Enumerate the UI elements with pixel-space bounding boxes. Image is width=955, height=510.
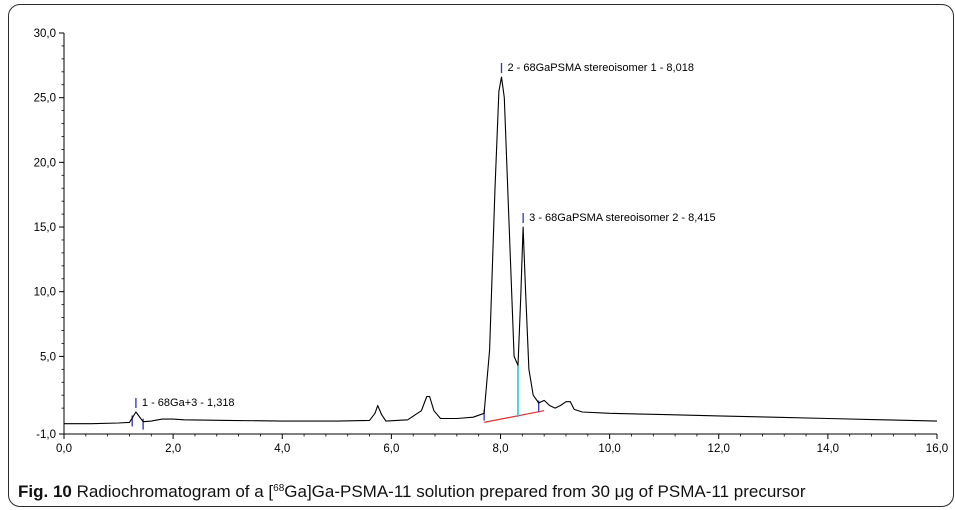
x-tick-label: 0,0: [56, 443, 72, 455]
x-tick-label: 10,0: [598, 443, 620, 455]
x-tick-label: 6,0: [383, 443, 399, 455]
caption-text-start: Radiochromatogram of a [: [76, 482, 274, 501]
peak-label: 2 - 68GaPSMA stereoisomer 1 - 8,018: [507, 62, 693, 74]
figure-number: Fig. 10: [18, 482, 72, 501]
chromatogram-trace: [64, 76, 938, 425]
integration-annotations: [131, 365, 545, 430]
peak-label: 3 - 68GaPSMA stereoisomer 2 - 8,415: [529, 212, 715, 224]
x-tick-label: 4,0: [274, 443, 290, 455]
x-tick-label: 16,0: [926, 443, 948, 455]
series-group: [64, 76, 938, 425]
y-tick-label: -1,0: [36, 429, 56, 441]
caption-superscript: 68: [273, 483, 285, 494]
y-tick-label: 20,0: [34, 157, 56, 169]
y-tick-label: 10,0: [34, 287, 56, 299]
figure-caption: Fig. 10 Radiochromatogram of a [68Ga]Ga-…: [18, 482, 806, 502]
x-tick-label: 14,0: [817, 443, 839, 455]
chromatogram-chart: -1,0 5,0 10,0 15,0 20,0 25,0 30,0 0,0 2,0 4,0 6,0…: [34, 28, 949, 455]
x-tick-label: 2,0: [165, 443, 181, 455]
chart-axes: [63, 33, 937, 435]
y-tick-label: 30,0: [34, 28, 56, 40]
y-axis-ticks: -1,0 5,0 10,0 15,0 20,0 25,0 30,0: [34, 28, 64, 441]
x-tick-label: 8,0: [493, 443, 509, 455]
y-tick-label: 15,0: [34, 222, 56, 234]
x-tick-label: 12,0: [708, 443, 730, 455]
peak-label: 1 - 68Ga+3 - 1,318: [142, 397, 235, 409]
figure-frame: [8, 4, 954, 507]
x-axis-ticks: 0,0 2,0 4,0 6,0 8,0 10,0 12,0 14,0 16,0: [56, 434, 948, 455]
y-tick-label: 25,0: [34, 93, 56, 105]
peak-labels: 1 - 68Ga+3 - 1,318 2 - 68GaPSMA stereoiso…: [135, 62, 716, 409]
integration-baseline: [484, 410, 545, 423]
caption-text-end: Ga]Ga-PSMA-11 solution prepared from 30 …: [284, 482, 806, 501]
y-tick-label: 5,0: [40, 351, 56, 363]
